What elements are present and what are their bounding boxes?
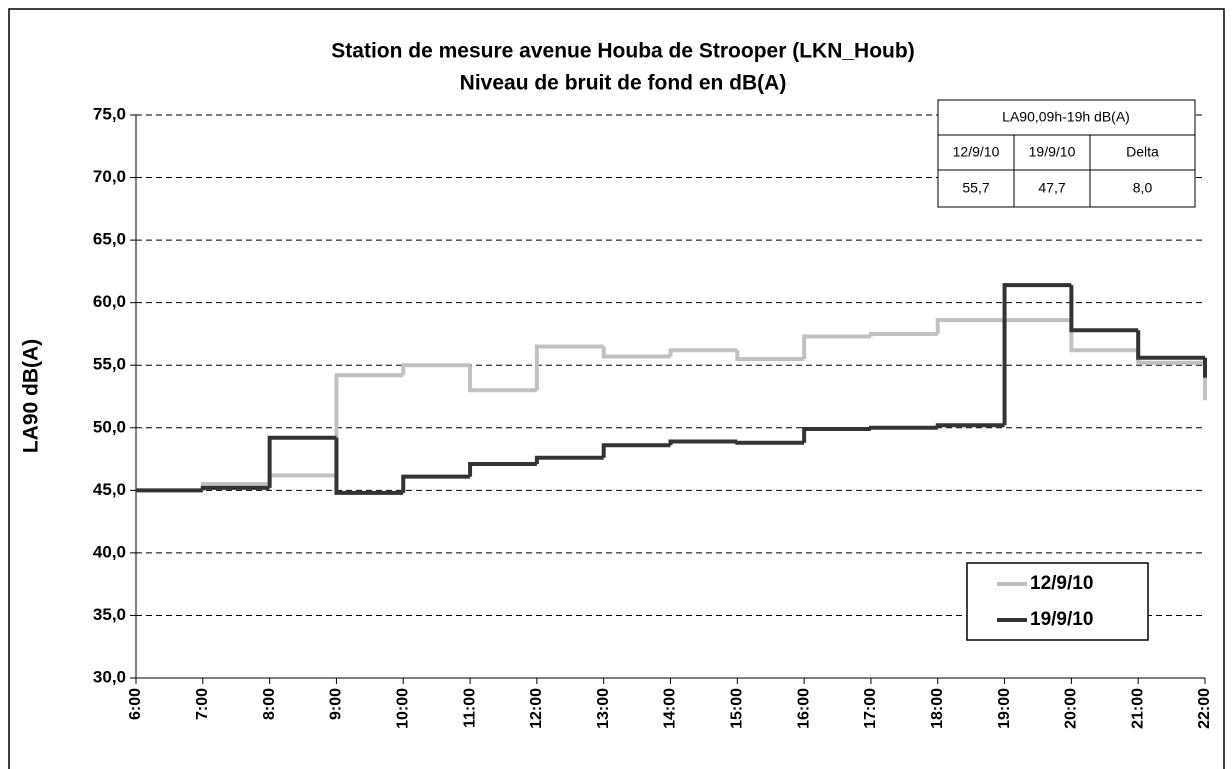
x-tick-label: 20:00 [1063, 688, 1080, 729]
step-segment [468, 462, 537, 477]
step-segment [200, 485, 270, 491]
step-segment [1002, 283, 1072, 426]
step-segment [935, 318, 1005, 334]
x-tick-label: 8:00 [261, 688, 278, 720]
y-tick-label: 45,0 [93, 480, 126, 499]
step-segment [468, 365, 537, 393]
step-segment [868, 425, 938, 430]
step-segment [668, 348, 738, 357]
x-tick-label: 15:00 [729, 688, 746, 729]
y-tick-label: 50,0 [93, 417, 126, 436]
x-tick-label: 17:00 [862, 688, 879, 729]
x-tick-label: 9:00 [328, 688, 345, 720]
legend-label: 19/9/10 [1030, 609, 1093, 630]
table-frame [937, 99, 1196, 208]
table-cell: 55,7 [962, 180, 989, 196]
step-segment [668, 439, 738, 446]
y-tick-label: 75,0 [93, 104, 126, 123]
table-column: 19/9/10 [1029, 144, 1076, 160]
step-segment [735, 350, 805, 361]
x-tick-label: 22:00 [1196, 688, 1213, 729]
x-tick-label: 18:00 [929, 688, 946, 729]
step-segment [401, 363, 471, 376]
step-segment [1136, 330, 1205, 360]
step-segment [534, 344, 604, 391]
y-axis-label: LA90 dB(A) [20, 339, 43, 453]
step-segment [935, 423, 1005, 428]
y-tick-label: 65,0 [93, 230, 126, 249]
x-tick-label: 6:00 [127, 688, 144, 720]
table-column: 12/9/10 [953, 144, 1000, 160]
x-tick-label: 7:00 [194, 688, 211, 720]
x-tick-label: 16:00 [795, 688, 812, 729]
x-tick-label: 10:00 [394, 688, 411, 729]
step-segment [735, 440, 805, 445]
table-cell: 8,0 [1133, 180, 1153, 196]
table-column: Delta [1126, 144, 1159, 160]
x-tick-label: 13:00 [595, 688, 612, 729]
step-segment [802, 427, 871, 443]
step-segment [601, 346, 671, 359]
legend-label: 12/9/10 [1030, 573, 1093, 594]
x-tick-label: 21:00 [1129, 688, 1146, 729]
step-segment [334, 437, 404, 495]
step-segment [401, 474, 471, 493]
step-segment [1069, 285, 1139, 333]
y-tick-label: 30,0 [93, 667, 126, 686]
step-segment [267, 435, 337, 488]
y-tick-label: 70,0 [93, 167, 126, 186]
chart-subtitle: Niveau de bruit de fond en dB(A) [460, 72, 787, 95]
step-segment [868, 331, 938, 337]
y-tick-label: 40,0 [93, 542, 126, 561]
y-tick-label: 60,0 [93, 292, 126, 311]
x-tick-label: 14:00 [662, 688, 679, 729]
step-segment [802, 334, 871, 359]
step-segment [534, 455, 604, 465]
y-tick-label: 55,0 [93, 355, 126, 374]
x-tick-label: 11:00 [461, 688, 478, 728]
step-segment [601, 443, 671, 458]
x-tick-label: 12:00 [528, 688, 545, 729]
chart-title: Station de mesure avenue Houba de Stroop… [331, 40, 914, 63]
table-header: LA90,09h-19h dB(A) [1002, 109, 1130, 125]
table-cell: 47,7 [1038, 180, 1065, 196]
y-tick-label: 35,0 [93, 605, 126, 624]
legend-box [966, 562, 1149, 641]
x-tick-label: 19:00 [996, 688, 1013, 729]
